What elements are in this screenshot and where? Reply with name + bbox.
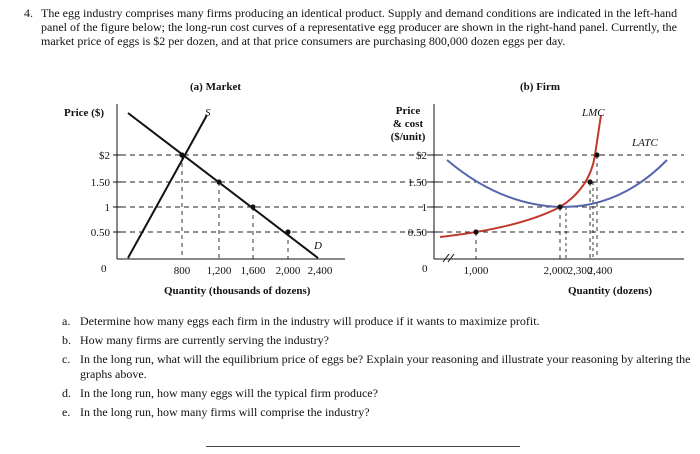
market-demand-curve (127, 112, 319, 259)
sub-question-a: a. Determine how many eggs each firm in t… (62, 314, 692, 329)
firm-x-tick-label: 2,000 (544, 265, 569, 277)
firm-lmc-point (594, 152, 600, 158)
market-x-tick-label: 1,600 (241, 265, 266, 277)
sub-question-text: In the long run, what will the equilibri… (80, 352, 691, 381)
firm-y-axis-label: Price (396, 105, 421, 117)
market-demand-point (250, 204, 256, 210)
market-x-tick-label: 2,000 (276, 265, 301, 277)
firm-latc-label: LATC (631, 137, 659, 149)
firm-origin-label: 0 (422, 263, 428, 275)
firm-lmc-point (587, 179, 593, 185)
firm-y-tick-label: 1 (422, 202, 428, 214)
question-text: The egg industry comprises many firms pr… (41, 6, 678, 48)
firm-panel: (b) Firm Price & cost ($/unit) Quantity … (391, 81, 684, 297)
question-number: 4. (24, 6, 33, 20)
market-origin-label: 0 (101, 263, 107, 275)
market-title: (a) Market (190, 81, 241, 93)
firm-y-axis-label-line3: ($/unit) (391, 131, 426, 143)
market-y-tick-label: $2 (99, 150, 110, 162)
market-y-tick-label: 0.50 (91, 227, 111, 239)
sub-question-text: How many firms are currently serving the… (80, 333, 329, 347)
firm-title: (b) Firm (520, 81, 560, 93)
market-demand-point (179, 152, 185, 158)
market-demand-point (216, 179, 222, 185)
firm-lmc-point (473, 229, 479, 235)
firm-lmc-point (557, 204, 563, 210)
market-x-tick-label: 800 (174, 265, 191, 277)
market-demand-point (285, 229, 291, 235)
firm-latc-curve (446, 159, 668, 209)
sub-question-label: b. (62, 333, 71, 347)
sub-question-label: a. (62, 314, 71, 328)
market-y-axis-label: Price ($) (64, 107, 104, 119)
market-y-tick-label: 1 (105, 202, 111, 214)
market-x-tick-label: 1,200 (207, 265, 232, 277)
market-demand-label: D (313, 240, 322, 252)
firm-x-tick-label: 2,400 (588, 265, 613, 277)
market-supply-curve (127, 114, 208, 259)
sub-questions: a. Determine how many eggs each firm in t… (62, 314, 692, 424)
market-y-tick-label: 1.50 (91, 177, 111, 189)
firm-lmc-curve (439, 114, 602, 238)
sub-question-label: c. (62, 352, 71, 366)
market-supply-label: S (205, 107, 211, 119)
sub-question-d: d. In the long run, how many eggs will th… (62, 386, 692, 401)
firm-x-axis-label: Quantity (dozens) (568, 285, 652, 297)
firm-y-tick-label: $2 (416, 150, 427, 162)
answer-line (206, 446, 520, 447)
sub-question-text: Determine how many eggs each firm in the… (80, 314, 540, 328)
sub-question-c: c. In the long run, what will the equilib… (62, 352, 692, 382)
firm-x-tick-label: 1,000 (464, 265, 489, 277)
sub-question-b: b. How many firms are currently serving t… (62, 333, 692, 348)
firm-lmc-label: LMC (581, 107, 605, 119)
sub-question-label: d. (62, 386, 71, 400)
firm-y-tick-label: 1.50 (408, 177, 428, 189)
sub-question-e: e. In the long run, how many firms will c… (62, 405, 692, 420)
firm-y-tick-label: 0.50 (408, 227, 428, 239)
axis-break-icon (442, 253, 455, 263)
sub-question-label: e. (62, 405, 71, 419)
market-panel: (a) Market Price ($) Quantity (thousands… (64, 81, 434, 297)
sub-question-text: In the long run, how many firms will com… (80, 405, 370, 419)
market-x-axis-label: Quantity (thousands of dozens) (164, 285, 311, 297)
market-x-tick-label: 2,400 (308, 265, 333, 277)
firm-x-tick-label: 2,300 (568, 265, 593, 277)
sub-question-text: In the long run, how many eggs will the … (80, 386, 378, 400)
firm-y-axis-label-line2: & cost (393, 118, 424, 130)
